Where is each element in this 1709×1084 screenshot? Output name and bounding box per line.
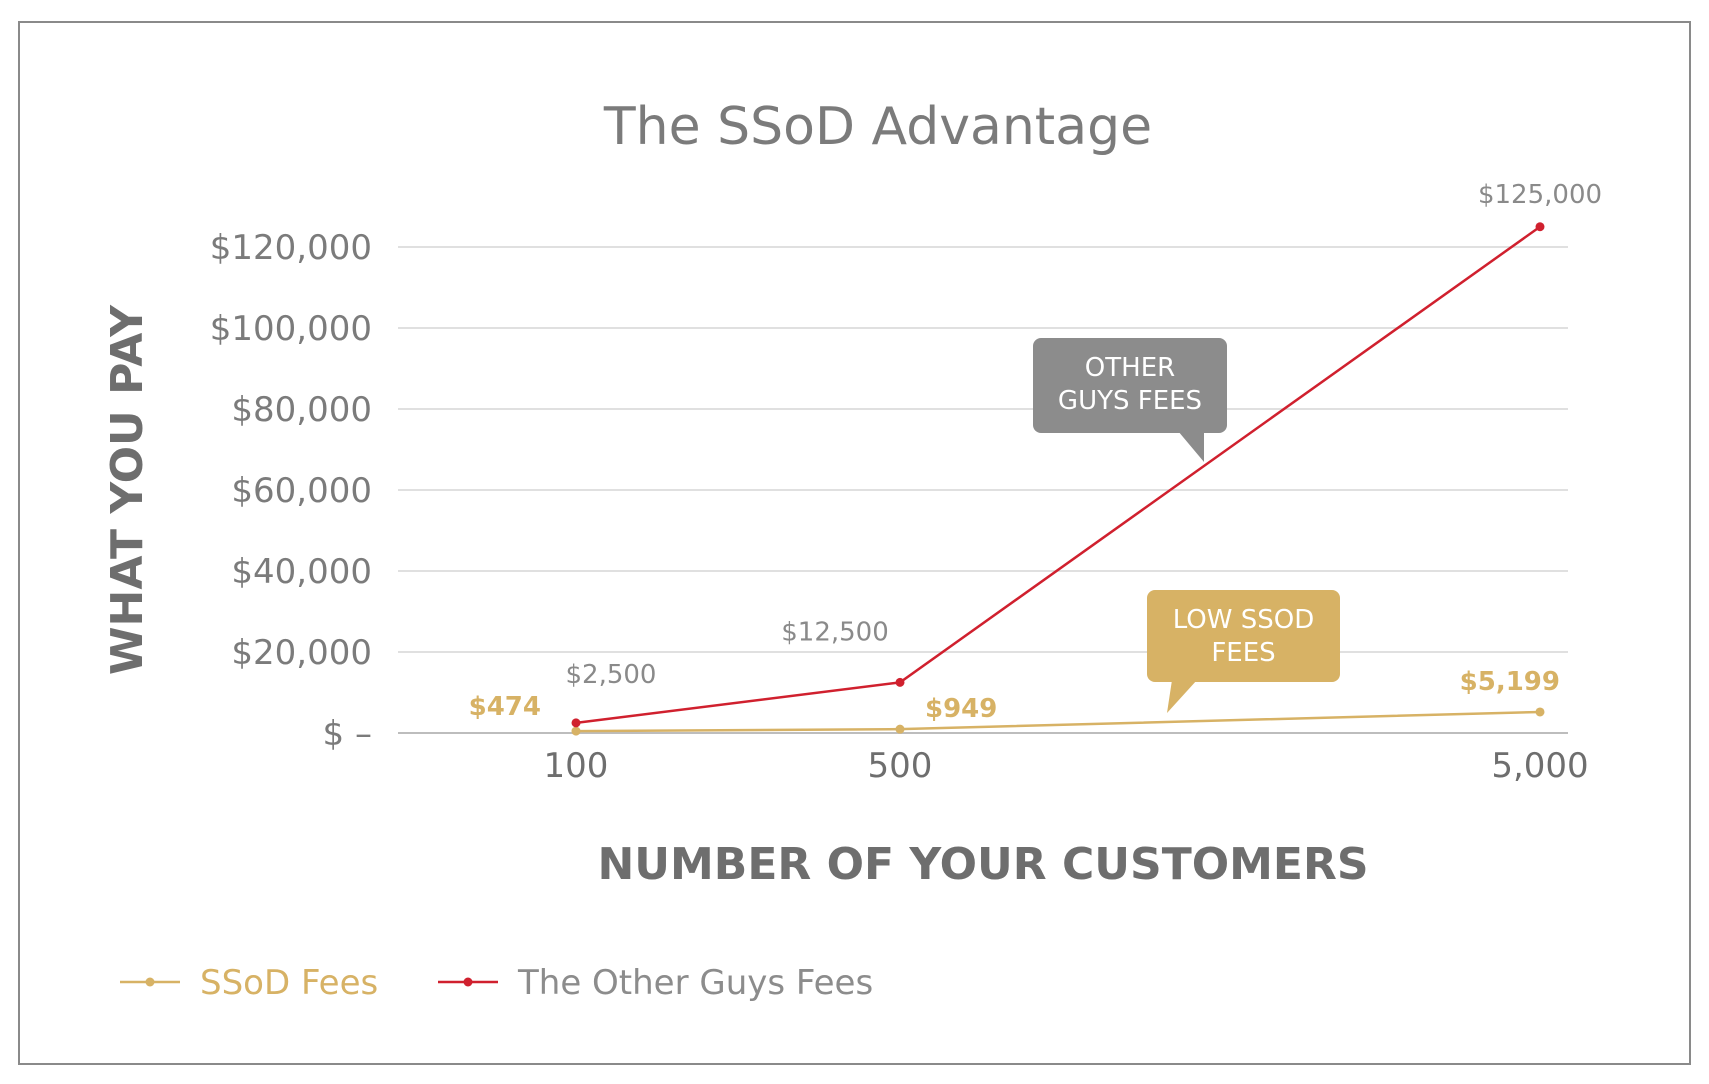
callout-box	[1033, 338, 1227, 433]
series-line	[575, 225, 1541, 725]
y-tick-label: $ –	[323, 714, 372, 754]
data-label: $474	[469, 692, 541, 722]
callout-tail	[1178, 431, 1204, 462]
legend-marker	[145, 977, 155, 987]
data-point	[895, 724, 905, 734]
data-label: $125,000	[1478, 180, 1602, 210]
x-tick-label: 500	[868, 746, 933, 786]
chart-frame	[18, 21, 1691, 1065]
y-tick-label: $60,000	[231, 471, 372, 511]
legend: SSoD Fees The Other Guys Fees	[120, 963, 873, 1003]
callout-text: OTHER	[1085, 353, 1175, 383]
data-point	[1535, 222, 1545, 232]
callout-text: GUYS FEES	[1058, 386, 1202, 416]
callout-tail	[1167, 680, 1197, 713]
y-tick-labels: $ – $20,000 $40,000 $60,000 $80,000 $100,000 $…	[210, 228, 372, 754]
x-tick-label: 5,000	[1491, 746, 1588, 786]
y-tick-label: $120,000	[210, 228, 372, 268]
data-label: $949	[925, 694, 997, 724]
data-point	[571, 718, 581, 728]
chart-title: The SSoD Advantage	[603, 97, 1152, 157]
callout-text: LOW SSOD	[1173, 605, 1315, 635]
callout-text: FEES	[1211, 638, 1275, 668]
data-point	[1535, 707, 1545, 717]
callout-box	[1147, 590, 1340, 682]
y-tick-label: $100,000	[210, 309, 372, 349]
data-point	[895, 677, 905, 687]
legend-marker	[463, 977, 473, 987]
y-axis-title: WHAT YOU PAY	[102, 304, 153, 675]
data-point	[571, 726, 581, 736]
legend-label: The Other Guys Fees	[517, 963, 873, 1003]
x-tick-label: 100	[544, 746, 609, 786]
y-tick-label: $40,000	[231, 552, 372, 592]
data-label: $12,500	[781, 617, 889, 647]
series-line	[575, 710, 1541, 733]
data-label: $2,500	[566, 660, 657, 690]
legend-label: SSoD Fees	[200, 963, 378, 1003]
series-lines: $474 $949 $5,199 $2,500 $12,500 $125,000	[469, 180, 1602, 736]
y-tick-label: $80,000	[231, 390, 372, 430]
x-tick-labels: 100 500 5,000	[544, 746, 1589, 786]
x-axis-title: NUMBER OF YOUR CUSTOMERS	[597, 839, 1368, 890]
data-label: $5,199	[1460, 667, 1560, 697]
gridlines	[398, 246, 1568, 734]
y-tick-label: $20,000	[231, 633, 372, 673]
